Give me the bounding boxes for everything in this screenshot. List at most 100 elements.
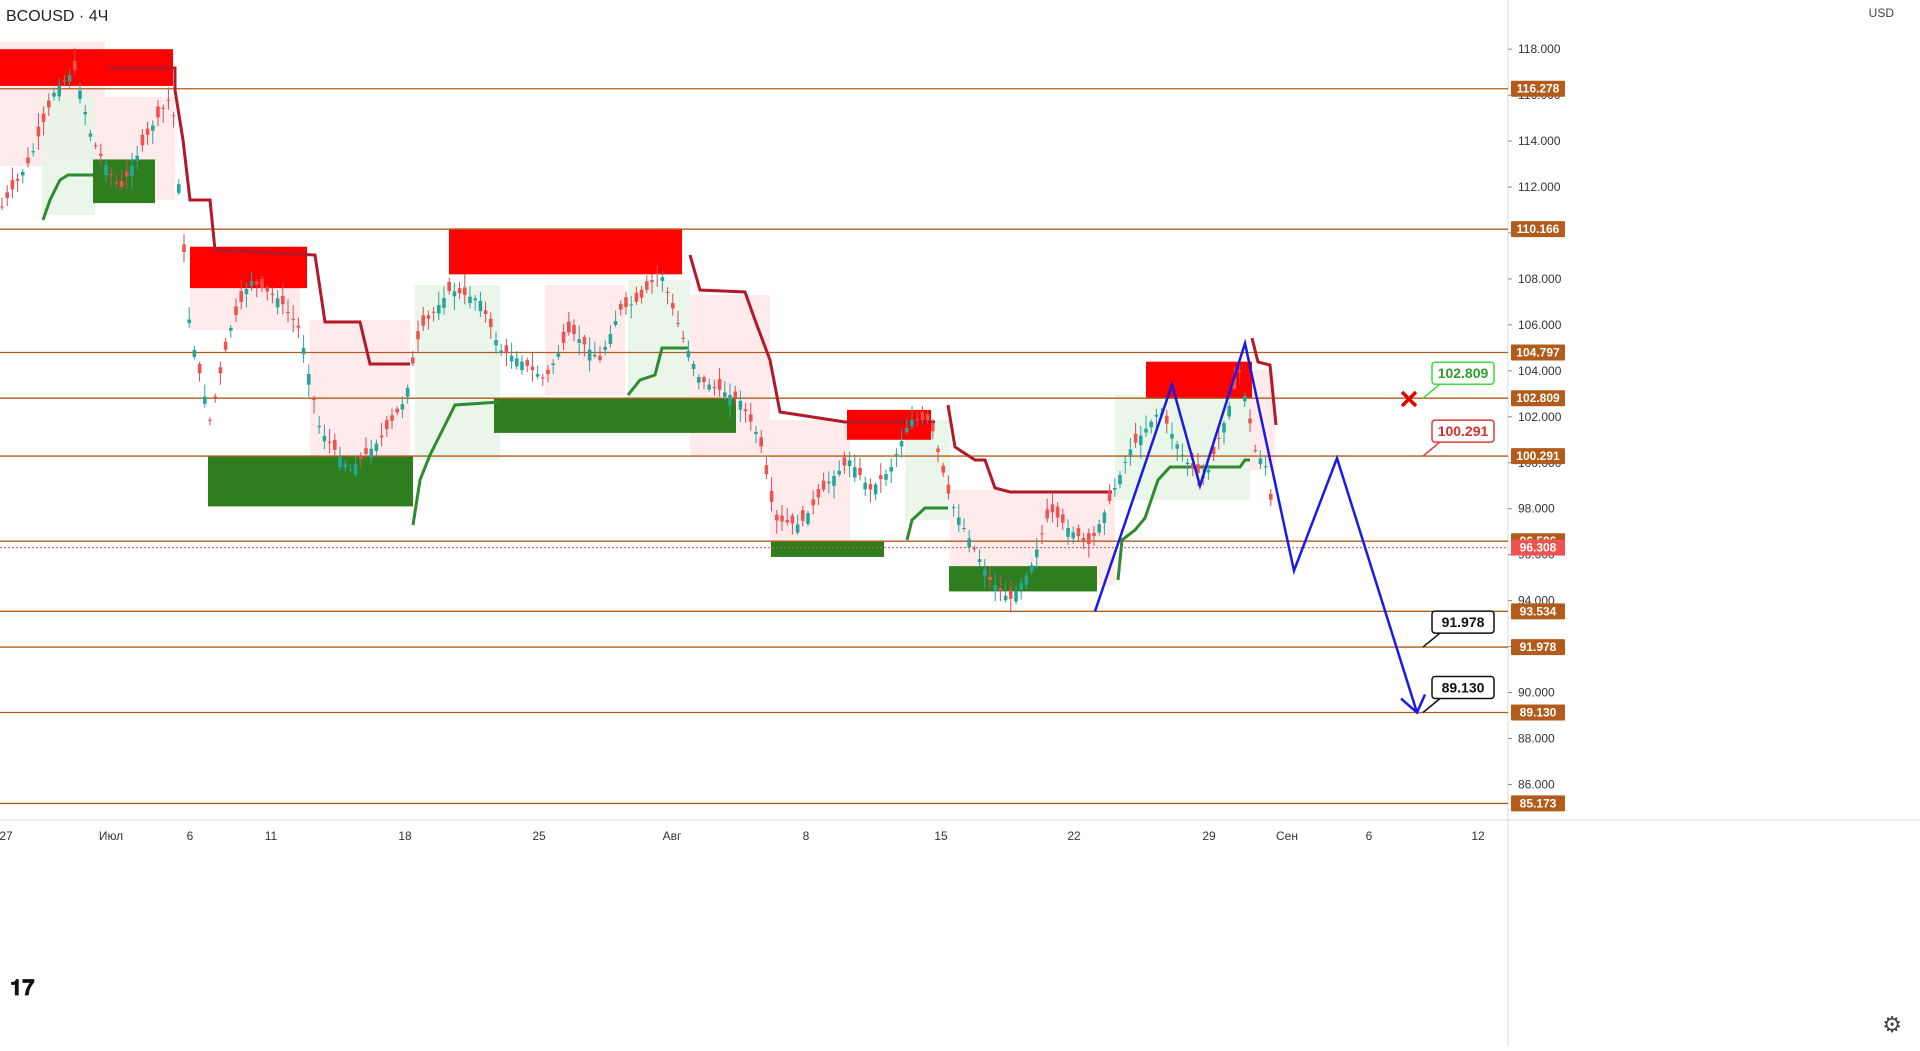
tradingview-logo-icon[interactable]: 𝟏𝟕 (10, 976, 35, 1001)
x-tick-label: 11 (265, 829, 278, 843)
candle-body (593, 354, 597, 357)
level-price-label: 102.809 (1516, 391, 1560, 405)
level-price-label: 110.166 (1517, 222, 1560, 236)
candle-body (88, 133, 93, 137)
candle-body (197, 363, 202, 374)
candle-body (962, 528, 966, 529)
trailing-stop-line (946, 404, 1112, 494)
level-price-tag (1511, 221, 1565, 238)
candle-body (925, 414, 930, 420)
currency-label[interactable]: USD (1868, 6, 1894, 20)
candle-body (613, 321, 618, 325)
candle-body (473, 298, 477, 301)
x-tick-label: 6 (187, 829, 194, 843)
level-price-label: 89.130 (1520, 706, 1557, 720)
candle-body (1154, 414, 1159, 417)
candle-body (754, 432, 758, 434)
candle-body (957, 517, 961, 526)
candle-body (182, 244, 186, 252)
level-price-tag (1511, 344, 1565, 361)
candle-body (827, 481, 831, 484)
candle-body (405, 387, 410, 397)
trailing-stop-line (905, 506, 948, 541)
close-icon (1400, 390, 1418, 408)
candle-body (1211, 446, 1216, 455)
candle-body (1149, 421, 1153, 428)
level-price-label: 91.978 (1520, 640, 1557, 654)
candle-body (915, 419, 919, 421)
y-tick-label: 108.000 (1518, 272, 1562, 286)
candle-body (229, 328, 233, 331)
x-tick-label: 18 (398, 829, 412, 843)
candle-body (1003, 595, 1008, 601)
projection-path (1093, 338, 1419, 713)
x-tick-label: 22 (1067, 829, 1081, 843)
candle-body (291, 318, 295, 320)
candle-body (327, 441, 332, 443)
candle-body (125, 171, 129, 177)
candle-body (0, 206, 4, 208)
x-tick-label: 27 (0, 829, 13, 843)
candle-body (655, 273, 659, 275)
candle-body (572, 324, 576, 334)
y-tick-label: 88.000 (1518, 731, 1555, 745)
candle-body (988, 576, 992, 580)
candle-body (806, 513, 810, 524)
candle-body (733, 391, 737, 398)
candle-body (234, 306, 238, 315)
candle-body (379, 435, 384, 438)
candle-body (941, 465, 945, 473)
candle-body (681, 337, 685, 339)
candle-body (1035, 549, 1039, 558)
gear-icon[interactable]: ⚙ (1882, 1013, 1902, 1038)
callout-box (1431, 675, 1495, 700)
candle-body (1081, 537, 1086, 541)
candle-body (899, 441, 904, 447)
candle-body (598, 355, 602, 360)
callout-label: 91.978 (1442, 614, 1485, 630)
candle-body (582, 337, 587, 345)
candle-body (634, 292, 639, 302)
candle-body (608, 334, 613, 344)
candle-body (145, 128, 150, 135)
candle-body (73, 60, 77, 71)
candle-body (395, 408, 399, 413)
x-tick-label: Авг (663, 829, 682, 843)
candle-body (322, 435, 327, 442)
candle-body (10, 180, 15, 190)
candle-body (816, 489, 821, 498)
candle-body (78, 90, 82, 100)
timeframe-label: 4Ч (88, 8, 109, 25)
candle-body (853, 467, 857, 478)
x-tick-label: Сен (1276, 829, 1298, 843)
candle-body (1128, 449, 1133, 456)
candle-body (1102, 512, 1107, 523)
candle-body (795, 524, 800, 533)
candle-body (785, 520, 789, 523)
candle-body (884, 474, 888, 480)
candle-body (910, 420, 914, 427)
y-tick-label: 102.000 (1518, 410, 1562, 424)
candle-body (130, 166, 134, 177)
projection-arrowhead (1400, 694, 1427, 715)
candle-body (1092, 532, 1096, 536)
candle-body (338, 456, 342, 468)
candle-body (421, 315, 425, 326)
candle-body (650, 280, 654, 282)
candle-body (161, 107, 165, 109)
candle-body (317, 426, 321, 428)
y-tick-label: 112.000 (1518, 180, 1561, 194)
candle-body (15, 178, 20, 181)
candle-body (426, 315, 431, 319)
candle-body (119, 181, 124, 187)
candle-body (541, 377, 545, 379)
x-tick-label: 12 (1471, 829, 1485, 843)
candle-body (223, 341, 228, 350)
candle-body (192, 349, 197, 358)
candle-body (99, 153, 103, 156)
supply-zone (449, 228, 682, 275)
candle-body (717, 379, 722, 390)
candle-body (1066, 528, 1070, 537)
